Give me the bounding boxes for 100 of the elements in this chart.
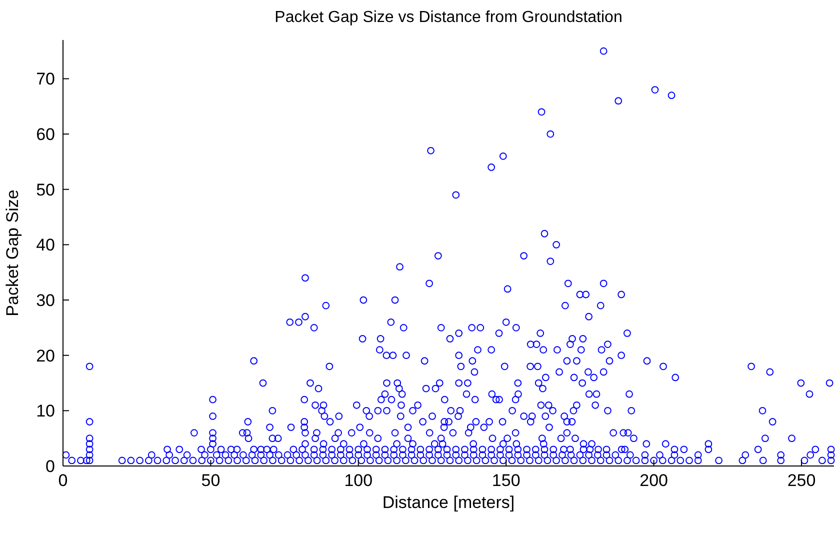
point xyxy=(209,429,216,437)
point xyxy=(381,446,389,454)
point xyxy=(618,290,626,298)
point xyxy=(86,446,94,454)
point xyxy=(592,390,600,398)
point xyxy=(512,440,520,448)
point xyxy=(434,252,442,260)
point xyxy=(438,440,446,448)
point xyxy=(604,340,612,348)
point xyxy=(466,424,474,431)
point xyxy=(508,406,516,414)
point xyxy=(440,418,448,426)
point xyxy=(408,446,416,454)
point xyxy=(436,379,444,387)
point xyxy=(826,379,834,387)
point xyxy=(372,446,380,454)
point xyxy=(268,434,276,442)
point xyxy=(461,446,468,454)
point xyxy=(312,401,319,409)
point xyxy=(455,330,463,337)
point xyxy=(432,384,440,392)
point xyxy=(428,412,436,420)
point xyxy=(86,440,94,448)
point xyxy=(582,290,590,298)
point xyxy=(209,440,216,448)
point xyxy=(600,368,608,376)
point xyxy=(388,396,396,404)
point xyxy=(286,318,294,326)
point xyxy=(391,296,399,304)
point xyxy=(383,379,390,387)
point xyxy=(514,379,522,387)
point xyxy=(557,434,565,442)
point xyxy=(391,429,399,437)
point xyxy=(499,440,507,448)
point xyxy=(578,379,586,387)
point xyxy=(470,368,478,376)
point xyxy=(430,440,438,448)
point xyxy=(754,446,762,454)
point xyxy=(376,335,384,342)
point xyxy=(456,406,464,414)
point xyxy=(492,396,500,404)
point xyxy=(302,312,309,320)
point xyxy=(437,324,445,332)
point xyxy=(704,446,712,454)
point xyxy=(585,312,593,320)
point xyxy=(546,424,553,431)
point xyxy=(462,390,470,398)
point xyxy=(626,390,633,398)
point xyxy=(536,330,544,337)
point xyxy=(554,346,561,354)
point xyxy=(549,406,556,414)
point xyxy=(354,446,362,454)
point xyxy=(564,280,572,288)
point xyxy=(651,86,659,94)
point xyxy=(542,412,550,420)
y-tick-label: 30 xyxy=(36,290,55,310)
point xyxy=(580,440,588,448)
point xyxy=(576,290,584,298)
point xyxy=(672,374,680,382)
point xyxy=(362,406,370,414)
point xyxy=(480,424,488,431)
point xyxy=(570,374,578,382)
point xyxy=(614,97,622,105)
point xyxy=(546,130,554,138)
point xyxy=(642,440,650,448)
point xyxy=(514,446,522,454)
point xyxy=(396,412,404,420)
point xyxy=(426,446,433,454)
point xyxy=(539,384,546,392)
point xyxy=(336,446,344,454)
point xyxy=(602,446,610,454)
point xyxy=(366,412,374,420)
point xyxy=(464,379,472,387)
point xyxy=(512,324,520,332)
point xyxy=(472,418,480,426)
point xyxy=(556,368,563,376)
point xyxy=(389,352,397,360)
point xyxy=(320,401,328,409)
point xyxy=(568,335,576,342)
point xyxy=(422,384,430,392)
point xyxy=(538,108,546,116)
point xyxy=(243,429,251,437)
point xyxy=(504,285,512,293)
point xyxy=(552,241,560,248)
point xyxy=(300,424,308,431)
point xyxy=(594,446,602,454)
point xyxy=(395,384,403,392)
point xyxy=(437,434,445,442)
point xyxy=(598,346,606,354)
point xyxy=(452,191,460,199)
point xyxy=(377,396,385,404)
point xyxy=(334,429,342,437)
point xyxy=(287,424,295,431)
x-tick-label: 250 xyxy=(787,471,816,490)
point xyxy=(310,324,318,332)
point xyxy=(340,440,348,448)
point xyxy=(499,152,507,160)
point xyxy=(624,330,631,337)
point xyxy=(526,418,534,426)
point xyxy=(348,429,356,437)
